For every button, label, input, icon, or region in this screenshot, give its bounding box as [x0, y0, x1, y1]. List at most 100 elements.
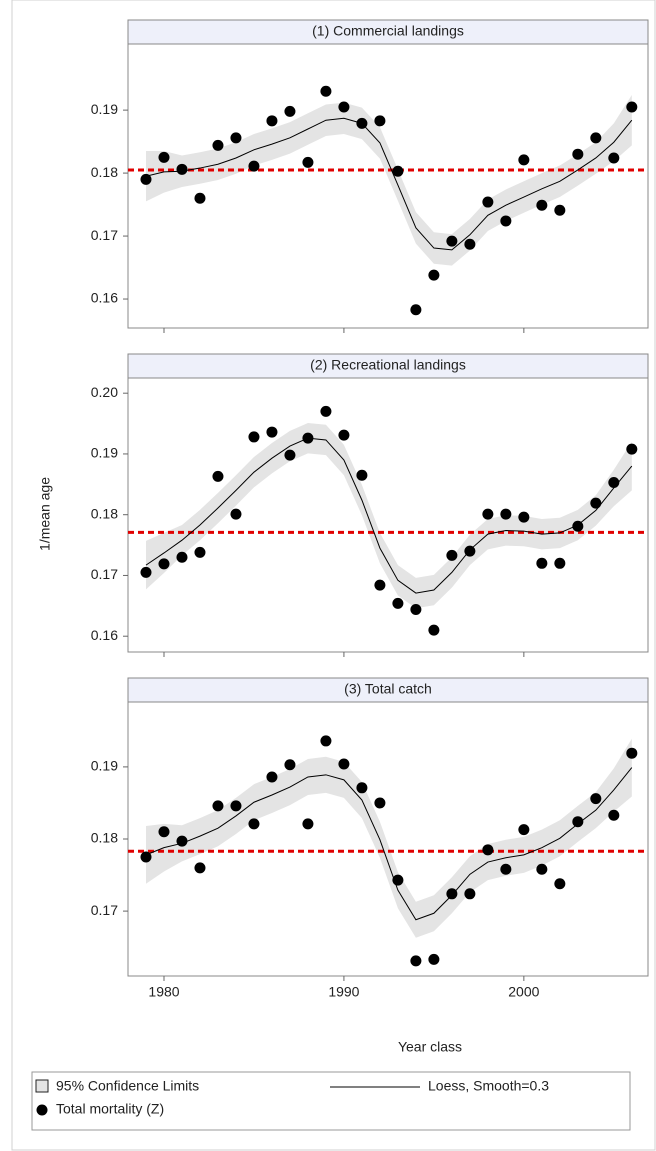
data-point [374, 797, 386, 809]
data-point [500, 508, 512, 520]
data-point [302, 818, 314, 830]
data-point [464, 545, 476, 557]
data-point [176, 551, 188, 563]
y-tick-label: 0.18 [91, 505, 118, 521]
data-point [356, 469, 368, 481]
data-point [158, 558, 170, 570]
y-tick-label: 0.17 [91, 227, 118, 243]
y-tick-label: 0.20 [91, 384, 118, 400]
legend-label: 95% Confidence Limits [56, 1078, 199, 1094]
legend-box [31, 1071, 631, 1131]
data-point [572, 816, 584, 828]
data-point [392, 874, 404, 886]
data-point [410, 603, 422, 615]
data-point [536, 199, 548, 211]
data-point [464, 238, 476, 250]
data-point [212, 800, 224, 812]
data-point [446, 235, 458, 247]
panel-header [127, 677, 649, 703]
data-point [626, 101, 638, 113]
data-point [572, 148, 584, 160]
panel-title: (3) Total catch [344, 681, 432, 697]
data-point [212, 139, 224, 151]
data-point [230, 508, 242, 520]
y-tick-label: 0.19 [91, 445, 118, 461]
data-point [140, 173, 152, 185]
data-point [158, 826, 170, 838]
data-point [590, 497, 602, 509]
data-point [392, 165, 404, 177]
confidence-band [145, 738, 632, 938]
x-axis-label: Year class [398, 1039, 462, 1055]
data-point [536, 557, 548, 569]
y-tick-label: 0.19 [91, 758, 118, 774]
y-tick-label: 0.17 [91, 566, 118, 582]
y-tick-label: 0.19 [91, 101, 118, 117]
data-point [428, 624, 440, 636]
data-point [482, 196, 494, 208]
panel-header [127, 353, 649, 379]
y-tick-label: 0.18 [91, 164, 118, 180]
data-point [212, 470, 224, 482]
data-point [428, 953, 440, 965]
data-point [158, 151, 170, 163]
panel-title: (1) Commercial landings [312, 23, 464, 39]
data-point [626, 747, 638, 759]
data-point [266, 426, 278, 438]
data-point [554, 878, 566, 890]
data-point [320, 735, 332, 747]
data-point [302, 432, 314, 444]
data-point [392, 597, 404, 609]
data-point [374, 579, 386, 591]
data-point [140, 851, 152, 863]
data-point [626, 443, 638, 455]
data-point [518, 824, 530, 836]
data-point [176, 163, 188, 175]
data-point [590, 132, 602, 144]
data-point [194, 546, 206, 558]
data-point [482, 508, 494, 520]
data-point [338, 429, 350, 441]
data-point [554, 204, 566, 216]
data-point [356, 782, 368, 794]
data-point [194, 192, 206, 204]
data-point [536, 863, 548, 875]
data-point [248, 818, 260, 830]
data-point [338, 101, 350, 113]
data-point [320, 405, 332, 417]
data-point [410, 304, 422, 316]
data-point [482, 844, 494, 856]
data-point [266, 115, 278, 127]
data-point [140, 566, 152, 578]
data-point [338, 758, 350, 770]
data-point [500, 215, 512, 227]
legend-label: Loess, Smooth=0.3 [428, 1078, 549, 1094]
data-point [176, 835, 188, 847]
data-point [464, 888, 476, 900]
panel-title: (2) Recreational landings [310, 357, 466, 373]
x-tick-label: 1990 [328, 984, 359, 1000]
data-point [302, 156, 314, 168]
x-tick-label: 2000 [508, 984, 539, 1000]
y-tick-label: 0.17 [91, 902, 118, 918]
legend-band-swatch [35, 1079, 49, 1093]
data-point [356, 117, 368, 129]
loess-line [145, 117, 633, 251]
data-point [554, 557, 566, 569]
data-point [410, 955, 422, 967]
data-point [590, 793, 602, 805]
data-point [374, 115, 386, 127]
confidence-band [145, 95, 632, 266]
data-point [608, 809, 620, 821]
data-point [428, 269, 440, 281]
data-point [284, 449, 296, 461]
data-point [230, 132, 242, 144]
data-point [230, 800, 242, 812]
legend-marker [36, 1104, 48, 1116]
data-point [500, 863, 512, 875]
legend-label: Total mortality (Z) [56, 1101, 164, 1117]
x-tick-label: 1980 [148, 984, 179, 1000]
data-point [284, 759, 296, 771]
data-point [248, 160, 260, 172]
y-tick-label: 0.18 [91, 830, 118, 846]
